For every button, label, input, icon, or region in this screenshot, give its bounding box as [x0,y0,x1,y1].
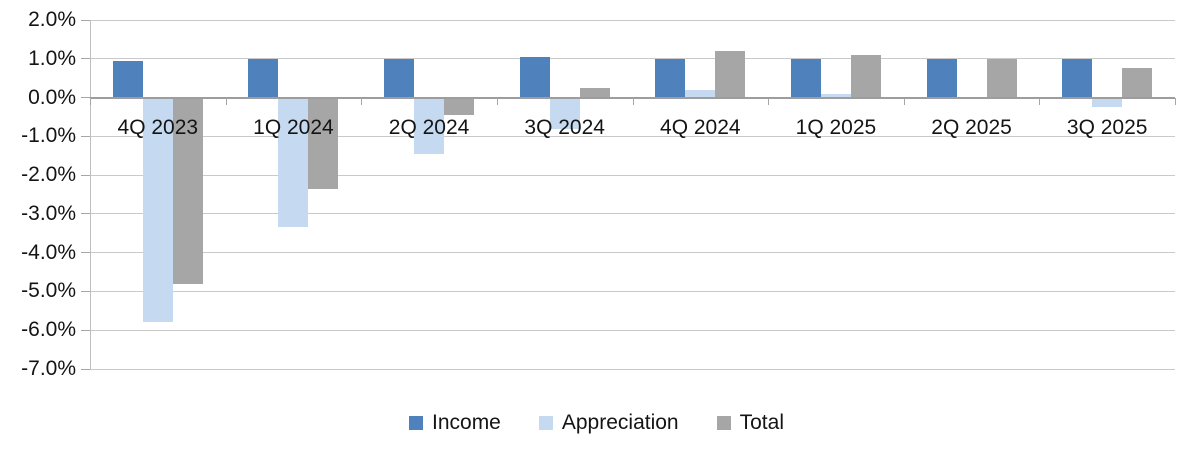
y-axis-label: -4.0% [21,240,76,264]
gridline [90,368,1175,370]
gridline [90,174,1175,176]
x-axis-tick [768,97,770,105]
bar-total-2q-2024 [444,97,475,115]
x-axis-label: 1Q 2024 [253,115,334,139]
legend-swatch-income [409,416,423,430]
x-axis-tick [496,97,498,105]
y-axis-label: -7.0% [21,357,76,380]
bar-total-4q-2023 [172,97,203,284]
x-axis-label: 2Q 2025 [931,115,1012,139]
gridline [90,252,1175,254]
y-axis-label: -3.0% [21,201,76,225]
legend-item-appreciation: Appreciation [538,411,679,435]
y-axis-tick [81,174,90,176]
bar-income-2q-2024 [384,58,415,98]
legend-item-total: Total [716,411,784,435]
bar-appreciation-4q-2024 [685,89,716,98]
y-axis-tick [81,135,90,137]
gridline [90,135,1175,137]
bar-appreciation-3q-2024 [549,97,580,129]
y-axis-label: -5.0% [21,279,76,303]
bar-income-4q-2024 [655,58,686,98]
x-axis-tick [361,97,363,105]
x-axis-tick [225,97,227,105]
x-axis-label: 4Q 2023 [117,115,199,139]
y-axis-tick [81,368,90,370]
legend-swatch-appreciation [538,416,553,430]
bar-total-3q-2025 [1122,68,1153,98]
y-axis-tick [81,213,90,215]
bar-appreciation-1q-2024 [278,97,309,228]
gridline [90,290,1175,292]
legend-label-appreciation: Appreciation [561,411,679,434]
x-axis-tick [1039,97,1041,105]
bar-income-1q-2024 [248,58,279,98]
y-axis-tick [81,329,90,331]
y-axis-label: 0.0% [28,85,76,109]
gridline [90,213,1175,215]
bar-total-4q-2024 [715,51,746,98]
bar-total-1q-2024 [308,97,339,189]
x-axis-tick [90,97,91,105]
bar-income-3q-2025 [1062,58,1093,98]
bar-total-1q-2025 [850,54,881,98]
y-axis-label: -6.0% [21,318,76,342]
y-axis-tick [81,290,90,292]
y-axis-tick [81,58,90,60]
y-axis-tick [81,252,90,254]
y-axis-tick [81,97,90,99]
legend-label-income: Income [432,411,501,434]
bar-appreciation-1q-2025 [820,93,851,98]
x-axis-tick [903,97,905,105]
y-axis-label: -2.0% [21,163,76,187]
y-axis-label: 2.0% [28,8,76,31]
legend-item-income: Income [409,411,501,435]
x-axis-label: 3Q 2025 [1066,115,1148,139]
x-axis-tick [632,97,634,105]
bar-total-3q-2024 [579,87,610,98]
gridline [90,19,1175,21]
x-axis-label: 1Q 2025 [795,115,877,139]
x-axis-label: 2Q 2024 [388,115,470,139]
gridline [90,58,1175,60]
bar-appreciation-2q-2024 [414,97,445,154]
y-axis-line [90,20,91,369]
x-axis-label: 3Q 2024 [524,115,605,139]
bar-income-3q-2024 [519,56,550,98]
y-axis-tick [81,19,90,21]
legend-swatch-total [716,416,731,430]
bar-income-1q-2025 [790,58,821,98]
y-axis-label: 1.0% [28,46,76,70]
legend-label-total: Total [739,411,784,434]
bar-total-2q-2025 [986,58,1017,98]
x-axis-tick [1175,97,1176,105]
bar-appreciation-4q-2023 [142,97,173,323]
x-axis-label: 4Q 2024 [660,115,741,139]
bar-income-2q-2025 [926,58,957,98]
gridline [90,329,1175,331]
bar-income-4q-2023 [112,60,143,98]
y-axis-label: -1.0% [21,124,76,148]
bar-appreciation-3q-2025 [1092,97,1123,108]
legend: Income Appreciation Total [0,407,1193,439]
